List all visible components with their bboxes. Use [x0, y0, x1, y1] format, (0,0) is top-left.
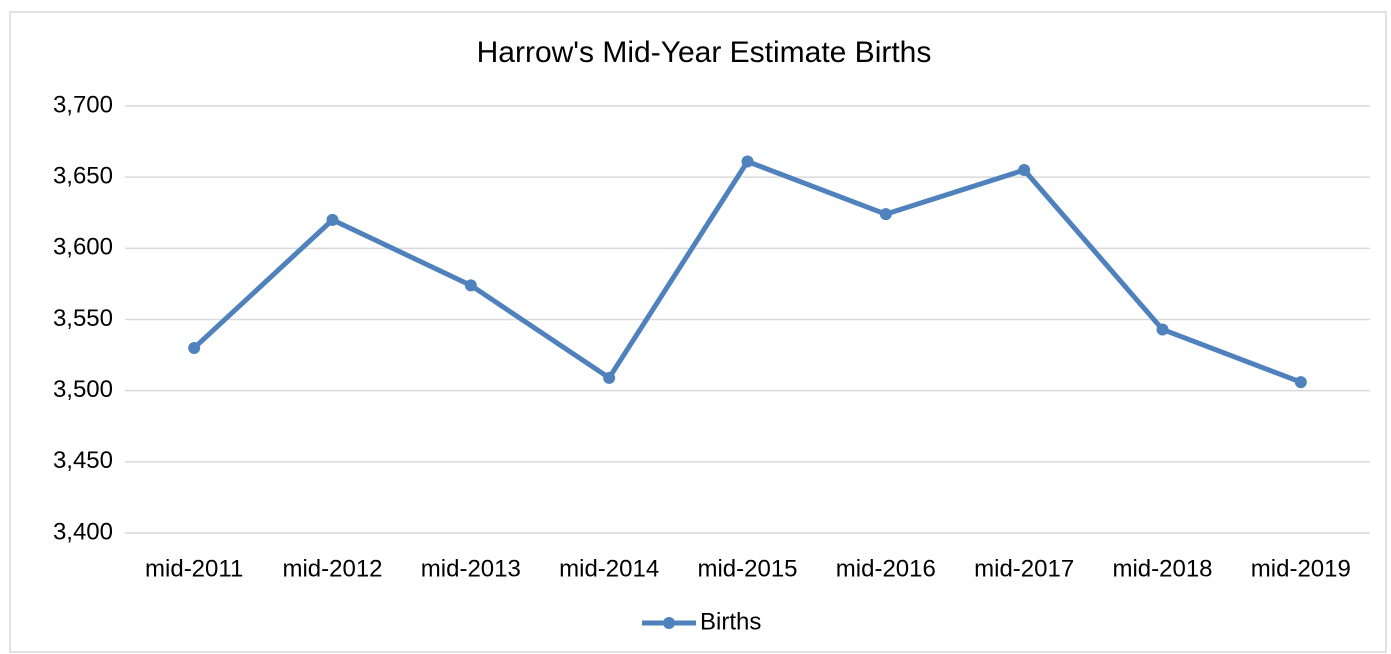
y-tick-label: 3,600 — [53, 234, 113, 261]
x-tick-label: mid-2014 — [559, 555, 659, 582]
point — [464, 279, 477, 292]
x-tick-label: mid-2015 — [697, 555, 797, 582]
chart-title: Harrow's Mid-Year Estimate Births — [477, 36, 932, 69]
point — [879, 208, 892, 221]
y-tick-label: 3,450 — [53, 447, 113, 474]
y-tick-label: 3,400 — [53, 518, 113, 545]
point — [603, 371, 616, 384]
y-tick-label: 3,650 — [53, 163, 113, 190]
x-tick-label: mid-2019 — [1251, 555, 1351, 582]
x-tick-label: mid-2018 — [1112, 555, 1212, 582]
point — [1156, 323, 1169, 336]
y-tick-label: 3,550 — [53, 305, 113, 332]
y-tick-label: 3,500 — [53, 376, 113, 403]
x-tick-label: mid-2016 — [836, 555, 936, 582]
x-tick-label: mid-2012 — [282, 555, 382, 582]
point — [1018, 164, 1031, 177]
point — [741, 155, 754, 168]
point — [1294, 376, 1307, 389]
y-tick-label: 3,700 — [53, 91, 113, 118]
chart-border — [9, 11, 1387, 653]
legend-marker — [663, 617, 675, 629]
x-tick-label: mid-2011 — [145, 555, 243, 582]
point — [326, 213, 339, 226]
x-tick-label: mid-2013 — [421, 555, 521, 582]
point — [188, 341, 201, 354]
legend-label: Births — [700, 608, 761, 635]
x-tick-label: mid-2017 — [974, 555, 1074, 582]
